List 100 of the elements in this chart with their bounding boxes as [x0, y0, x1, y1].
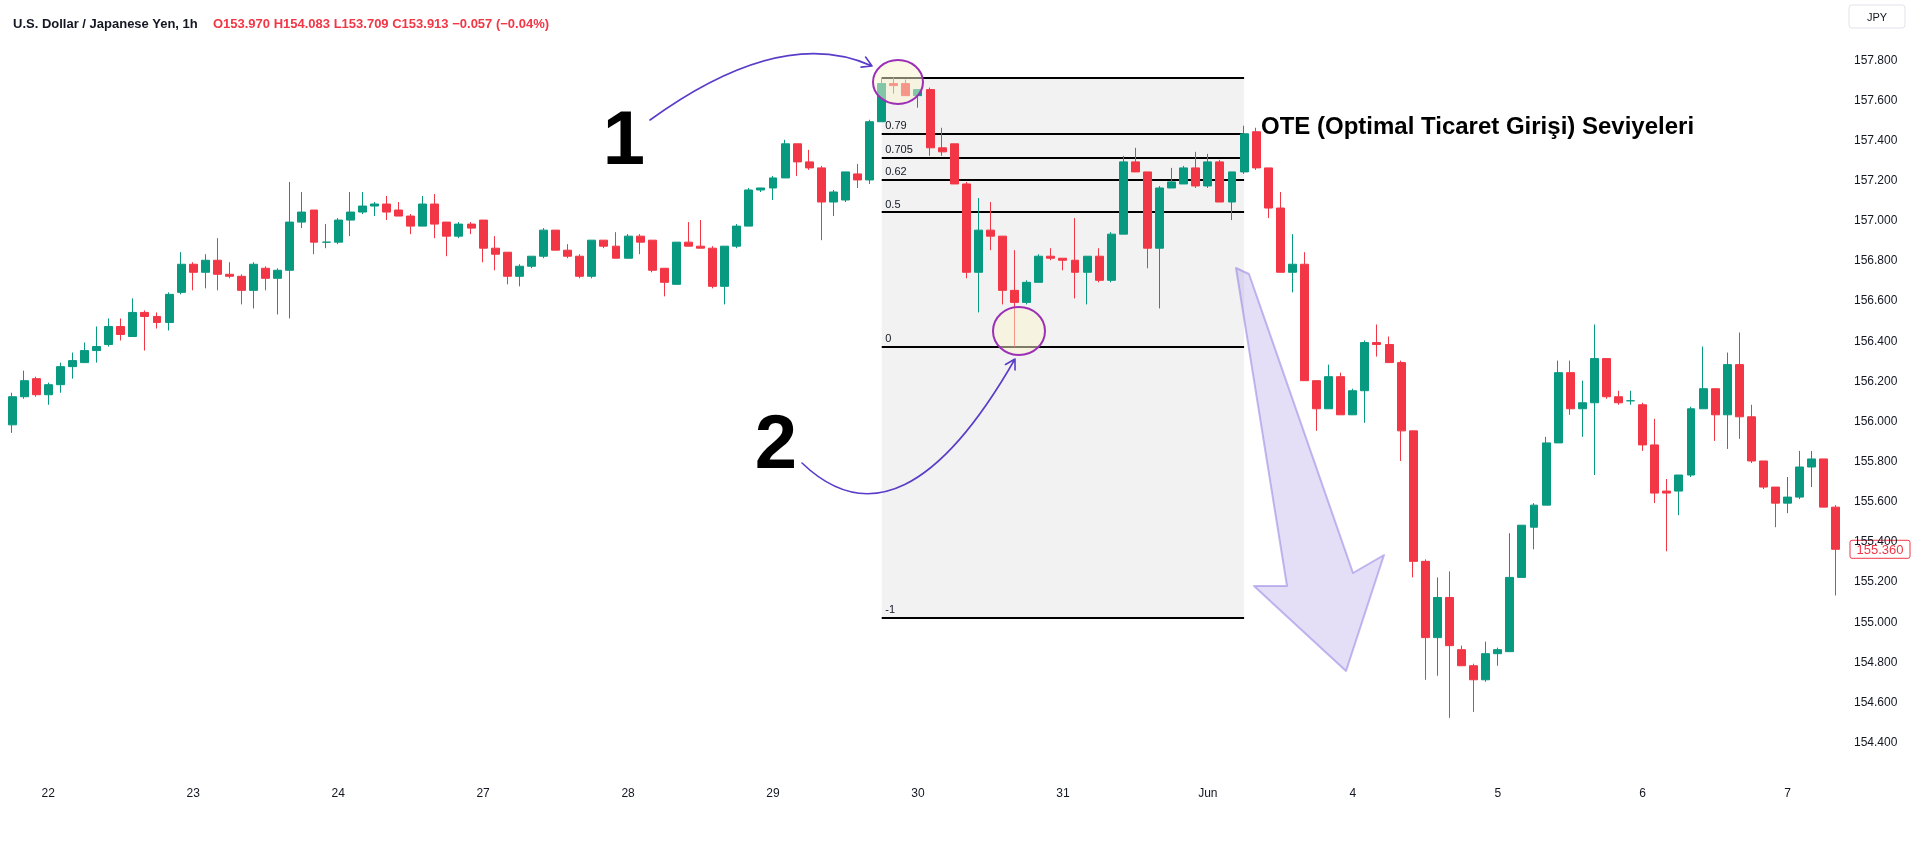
- candlestick: [128, 297, 137, 338]
- candlestick: [1228, 171, 1236, 221]
- candlestick: [1771, 486, 1780, 528]
- annotation: OTE (Optimal Ticaret Girişi) Seviyeleri: [1261, 111, 1695, 139]
- candlestick: [442, 221, 451, 257]
- candlestick: [503, 251, 512, 285]
- candlestick: [310, 209, 318, 255]
- candlestick: [853, 163, 862, 189]
- candlestick: [1083, 255, 1092, 305]
- chart-title: U.S. Dollar / Japanese Yen, 1h: [13, 15, 198, 31]
- candlestick: [744, 187, 753, 227]
- candlestick: [1638, 402, 1647, 452]
- annotation: -1: [885, 603, 895, 616]
- y-tick-label: 157.000: [1854, 213, 1898, 228]
- candlestick: [1288, 233, 1297, 293]
- candlestick: [1614, 390, 1623, 406]
- candlestick: [1360, 340, 1369, 424]
- candlestick: [1095, 247, 1104, 283]
- candlestick: [1759, 460, 1768, 490]
- candlestick: [1143, 171, 1152, 269]
- annotation: 0.5: [885, 197, 901, 210]
- candlestick: [1650, 418, 1659, 504]
- candlestick: [92, 325, 101, 364]
- candlestick: [382, 195, 391, 221]
- candlestick: [648, 239, 657, 273]
- candlestick: [672, 241, 681, 285]
- candlestick: [587, 239, 596, 279]
- candlestick: [950, 143, 959, 185]
- y-tick-label: 157.800: [1854, 52, 1898, 67]
- y-tick-label: 156.600: [1854, 293, 1898, 308]
- candlestick: [56, 362, 65, 394]
- candlestick: [273, 267, 282, 315]
- candlestick: [1554, 360, 1563, 444]
- candlestick: [1517, 524, 1526, 578]
- annotation: 0.62: [885, 165, 907, 178]
- candlestick: [1324, 364, 1333, 410]
- candlestick: [1602, 358, 1611, 400]
- y-tick-label: 156.400: [1854, 333, 1898, 348]
- candlestick: [539, 227, 548, 259]
- candlestick: [1481, 641, 1490, 683]
- candlestick: [1421, 558, 1430, 681]
- annotation: 0.79: [885, 119, 907, 132]
- candlestick: [1312, 380, 1321, 432]
- candlestick: [624, 233, 633, 259]
- candlestick: [962, 181, 971, 279]
- x-tick-label: 23: [186, 786, 201, 800]
- candlestick: [793, 143, 802, 177]
- candlestick: [1819, 458, 1828, 508]
- candlestick: [1131, 147, 1140, 173]
- y-tick-label: 155.600: [1854, 494, 1898, 509]
- candlestick: [418, 195, 427, 227]
- candlestick: [1046, 247, 1055, 261]
- y-tick-label: 154.600: [1854, 694, 1898, 709]
- candlestick: [1119, 155, 1128, 235]
- candlestick: [1203, 153, 1212, 189]
- y-tick-label: 157.200: [1854, 172, 1898, 187]
- candlestick: [237, 273, 246, 305]
- candlestick: [986, 201, 995, 251]
- x-tick-label: 4: [1349, 786, 1357, 800]
- candlestick: [1530, 502, 1538, 550]
- y-tick-label: 156.800: [1854, 253, 1898, 268]
- y-tick-label: 154.800: [1854, 654, 1898, 669]
- y-tick-label: 157.600: [1854, 92, 1898, 107]
- candlestick: [334, 217, 343, 245]
- candlestick: [1264, 167, 1273, 219]
- candlestick: [563, 243, 572, 259]
- candlestick: [515, 263, 524, 287]
- candlestick: [104, 317, 113, 348]
- x-tick-label: 29: [766, 786, 781, 800]
- x-tick-label: 24: [331, 786, 346, 800]
- candlestick: [322, 223, 331, 249]
- candlestick: [1071, 217, 1079, 299]
- candlestick: [140, 309, 149, 352]
- candlestick: [285, 181, 294, 319]
- x-tick-label: 22: [41, 786, 56, 800]
- annotation: 1: [602, 94, 646, 180]
- candlestick: [1252, 127, 1261, 171]
- candlestick: [1215, 159, 1224, 203]
- candlestick: [1747, 404, 1756, 464]
- candlestick: [1034, 253, 1043, 283]
- x-tick-label: 30: [911, 786, 925, 800]
- candlestick: [20, 370, 29, 400]
- candlestick: [491, 235, 500, 271]
- candlestick: [527, 255, 536, 269]
- candlestick: [1191, 151, 1200, 189]
- x-tick-label: 6: [1639, 786, 1647, 800]
- candlestick: [1385, 336, 1394, 364]
- candlestick: [8, 392, 17, 434]
- candlestick: [153, 311, 161, 329]
- y-axis-title: JPY: [1866, 10, 1888, 23]
- candlestick: [1566, 360, 1575, 416]
- candlestick: [479, 219, 488, 263]
- x-tick-label: 27: [476, 786, 491, 800]
- candlestick: [926, 87, 935, 157]
- candlestick: [165, 291, 174, 331]
- candlestick: [1783, 476, 1792, 514]
- candlestick: [454, 221, 463, 239]
- candlestick: [1240, 125, 1249, 175]
- candlestick: [1348, 388, 1357, 416]
- candlestick: [829, 189, 838, 217]
